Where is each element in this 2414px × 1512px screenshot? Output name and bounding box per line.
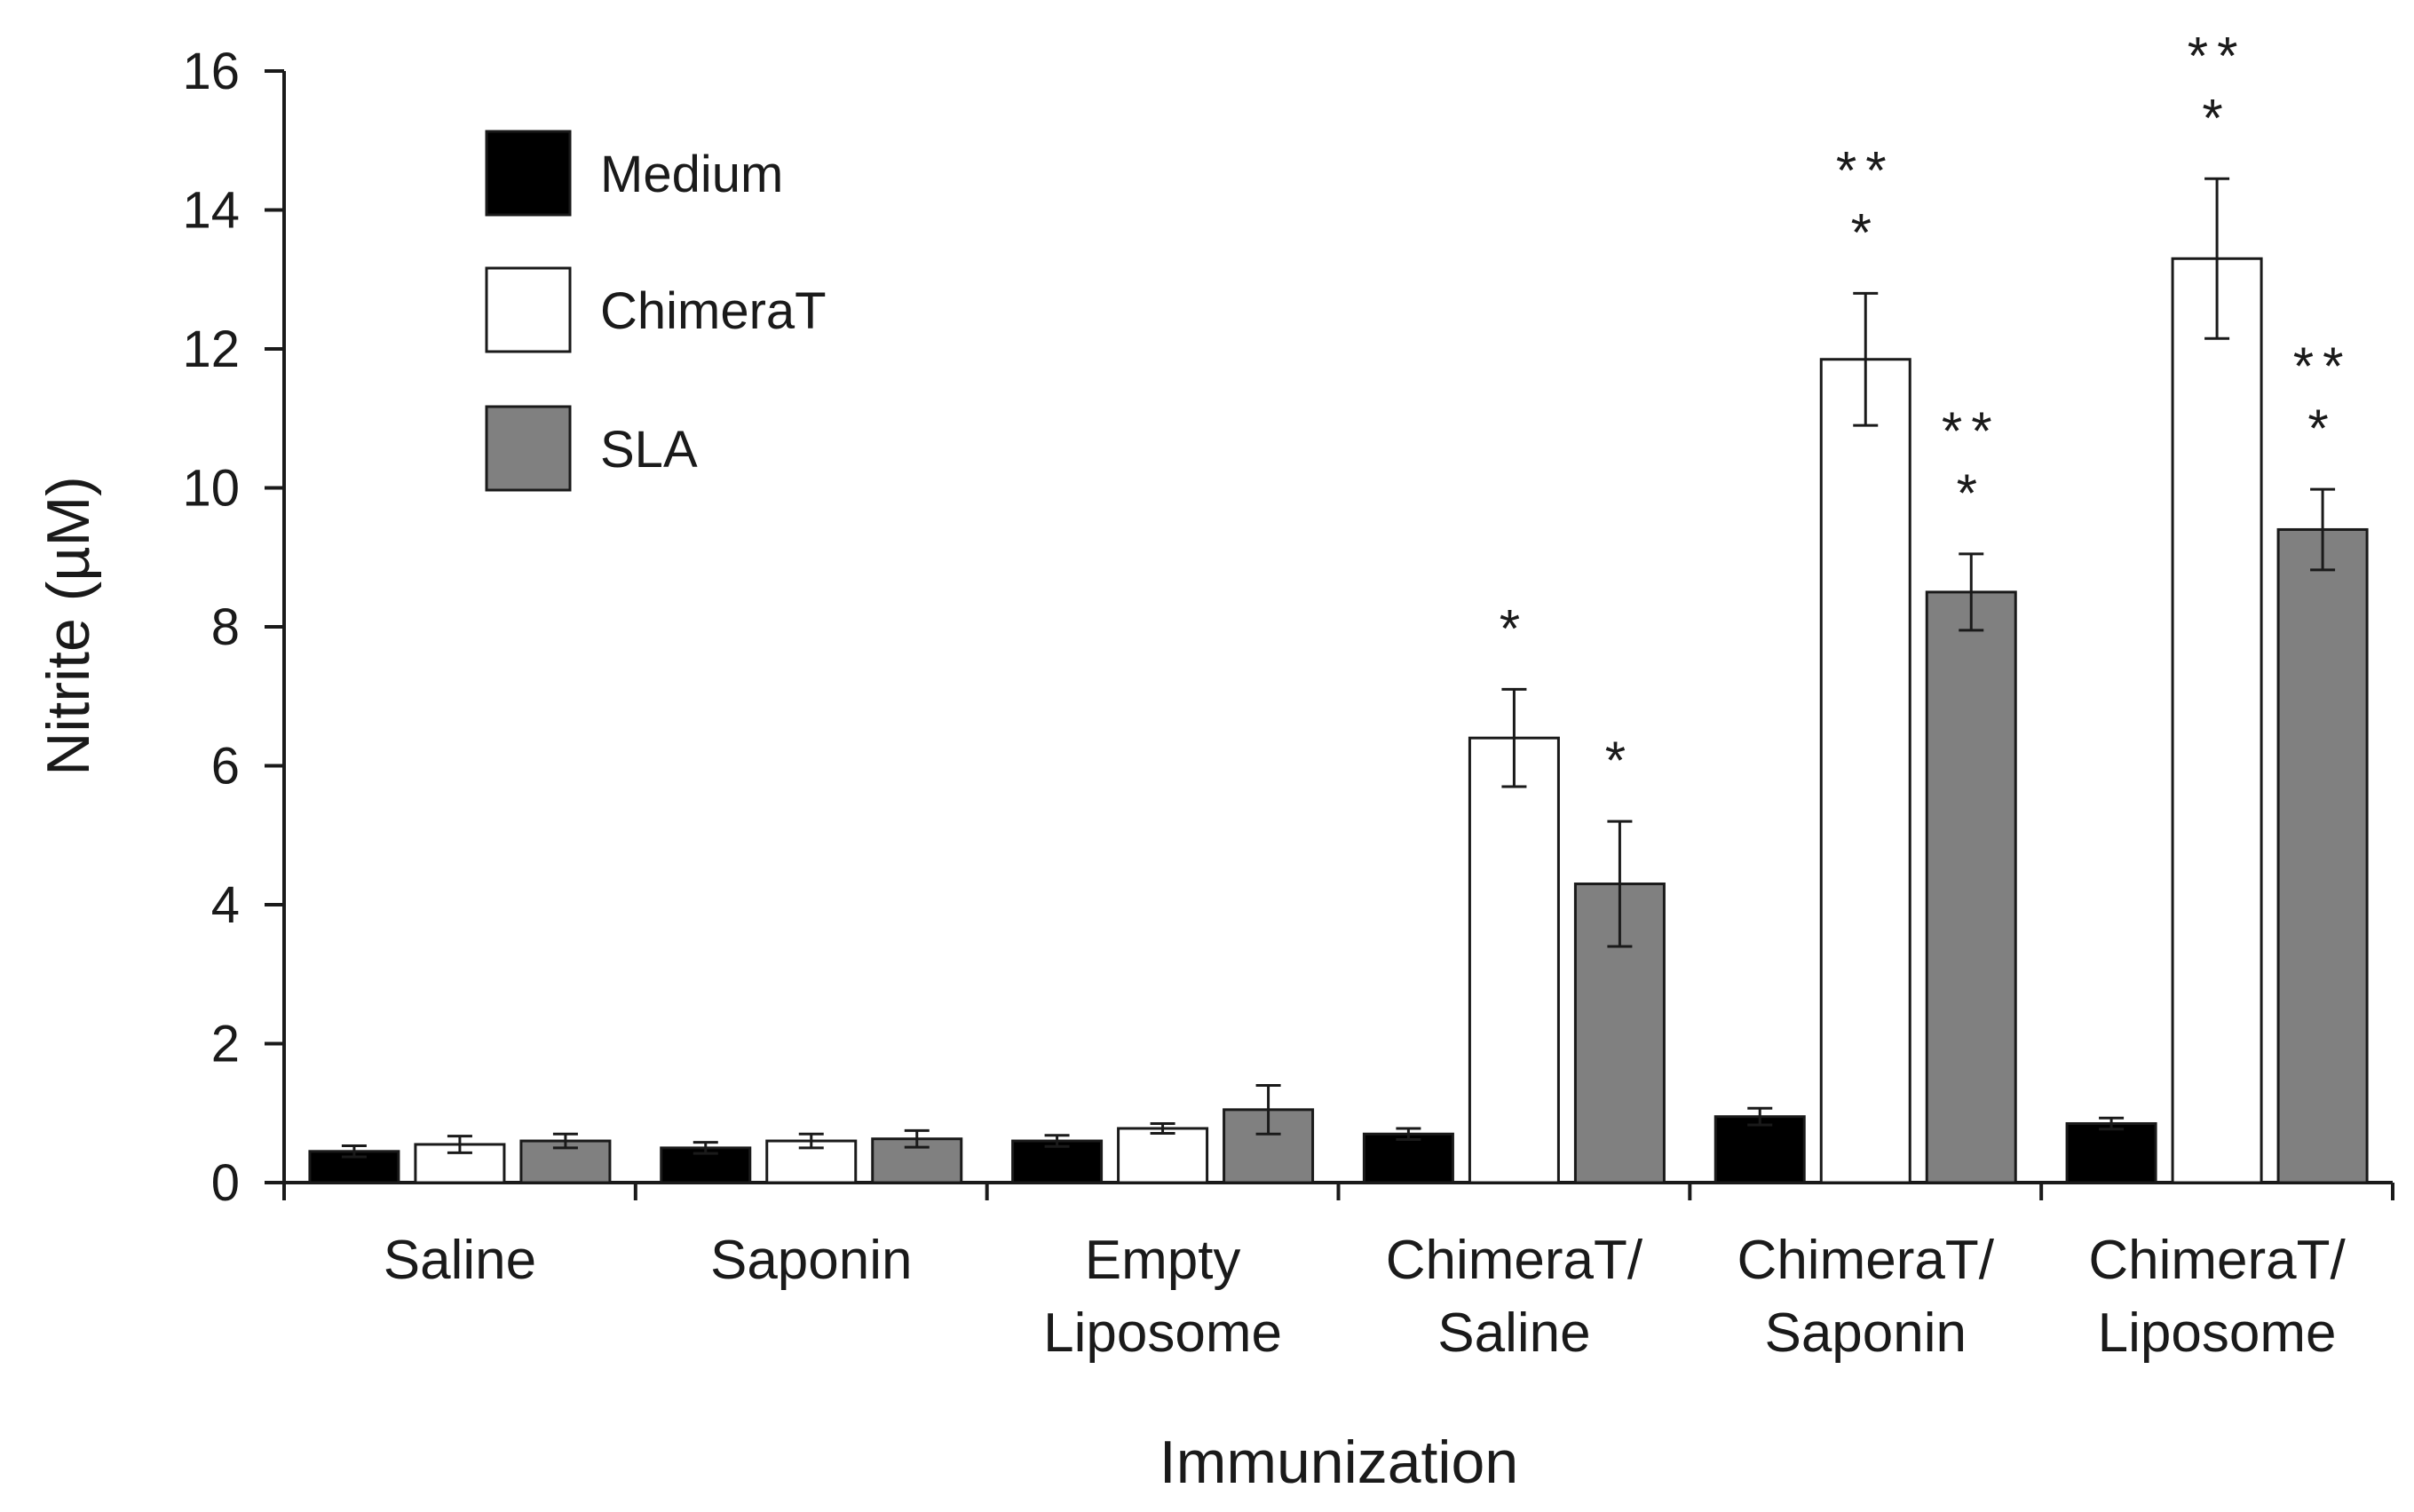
bar-chimerat (2171, 257, 2263, 1184)
bar-chimerat (1117, 1127, 1209, 1184)
significance-markers: *** *** **** *** * (1500, 26, 2353, 790)
legend-swatch-chimerat (485, 266, 572, 353)
significance-marker: ** * (2188, 26, 2247, 147)
legend-label-sla: SLA (600, 421, 698, 479)
bar-sla (1925, 590, 2017, 1184)
x-category-label: ChimeraT/Saline (1386, 1230, 1643, 1364)
y-tick-label: 12 (182, 321, 240, 378)
x-category-label-line: Liposome (2098, 1302, 2337, 1364)
x-category-label-line: Empty (1085, 1230, 1241, 1291)
legend-swatch-sla (485, 405, 572, 492)
x-category-label: Saline (384, 1230, 536, 1291)
x-category-label-line: ChimeraT/ (2088, 1230, 2346, 1291)
x-category-label-line: ChimeraT/ (1386, 1230, 1643, 1291)
bar-sla (2276, 527, 2369, 1184)
significance-marker-line: * (1605, 731, 1634, 790)
y-tick-label: 8 (211, 598, 240, 656)
significance-marker-line: * (1957, 463, 1986, 523)
x-category-label: ChimeraT/Liposome (2088, 1230, 2346, 1364)
x-category-label-line: Saline (1437, 1302, 1590, 1364)
significance-marker: * (1500, 598, 1529, 658)
significance-marker: * (1605, 731, 1634, 790)
x-category-label: ChimeraT/Saponin (1737, 1230, 1995, 1364)
y-tick-label: 6 (211, 738, 240, 796)
significance-marker-line: ** (2188, 26, 2247, 85)
x-category-label-line: ChimeraT/ (1737, 1230, 1995, 1291)
significance-marker-line: * (2307, 399, 2337, 458)
significance-marker-line: ** (1942, 401, 2001, 461)
error-bars (341, 177, 2336, 1159)
legend-swatch-medium (485, 130, 572, 217)
significance-marker: ** * (1836, 140, 1896, 262)
bar-medium (2065, 1121, 2157, 1184)
x-category-label-line: Saline (384, 1230, 536, 1291)
y-tick-label: 0 (211, 1154, 240, 1212)
bar-medium (1714, 1115, 1806, 1184)
y-tick-label: 4 (211, 876, 240, 934)
bar-medium (1362, 1132, 1454, 1184)
x-category-label-line: Saponin (710, 1230, 913, 1291)
bar-chimerat (1468, 736, 1560, 1184)
x-axis-title: Immunization (1160, 1429, 1518, 1496)
legend: Medium ChimeraT SLA (485, 130, 827, 492)
significance-marker-line: ** (2293, 336, 2353, 396)
y-tick-label: 10 (182, 460, 240, 518)
x-category-label-line: Liposome (1043, 1302, 1282, 1364)
significance-marker-line: * (1500, 598, 1529, 658)
bar-chimerat (1819, 358, 1911, 1184)
y-tick-label: 2 (211, 1016, 240, 1073)
significance-marker: ** * (2293, 336, 2353, 458)
x-category-label: Saponin (710, 1230, 913, 1291)
significance-marker-line: * (2202, 88, 2231, 147)
bars (308, 257, 2369, 1184)
significance-marker: ** * (1942, 401, 2001, 523)
legend-label-chimerat: ChimeraT (600, 282, 827, 340)
x-category-label: Empty Liposome (1043, 1230, 1282, 1364)
x-category-label-line: Saponin (1764, 1302, 1967, 1364)
y-axis-title: Nitrite (µM) (35, 476, 102, 776)
y-tick-label: 14 (182, 182, 240, 240)
y-tick-label: 16 (182, 43, 240, 100)
significance-marker-line: ** (1836, 140, 1896, 200)
significance-marker-line: * (1851, 202, 1880, 262)
legend-label-medium: Medium (600, 146, 783, 203)
